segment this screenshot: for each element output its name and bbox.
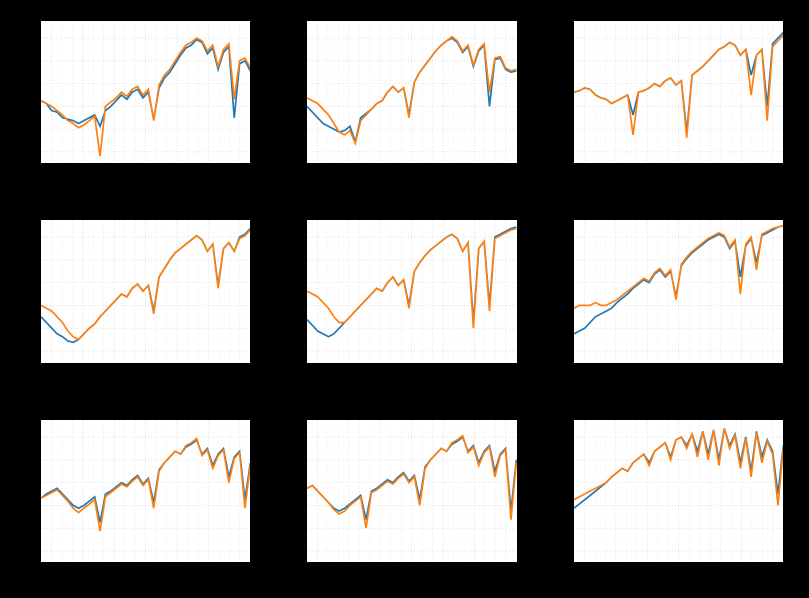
series-orange	[41, 38, 250, 156]
panel-1-0	[40, 219, 251, 363]
plot-svg	[41, 220, 250, 362]
series-orange	[307, 229, 516, 329]
series-orange	[574, 428, 783, 505]
plot-svg	[41, 420, 250, 562]
panel-2-1	[306, 419, 517, 563]
panel-0-0	[40, 20, 251, 164]
panel-0-2	[573, 20, 784, 164]
panel-2-2	[573, 419, 784, 563]
plot-svg	[574, 220, 783, 362]
series-blue	[307, 437, 516, 520]
plot-svg	[574, 420, 783, 562]
panel-2-0	[40, 419, 251, 563]
plot-svg	[574, 21, 783, 163]
panel-1-2	[573, 219, 784, 363]
plot-svg	[41, 21, 250, 163]
series-blue	[41, 440, 250, 523]
plot-svg	[307, 21, 516, 163]
plot-svg	[307, 420, 516, 562]
series-orange	[41, 230, 250, 340]
panel-0-1	[306, 20, 517, 164]
chart-grid	[0, 0, 809, 598]
plot-svg	[307, 220, 516, 362]
panel-1-1	[306, 219, 517, 363]
